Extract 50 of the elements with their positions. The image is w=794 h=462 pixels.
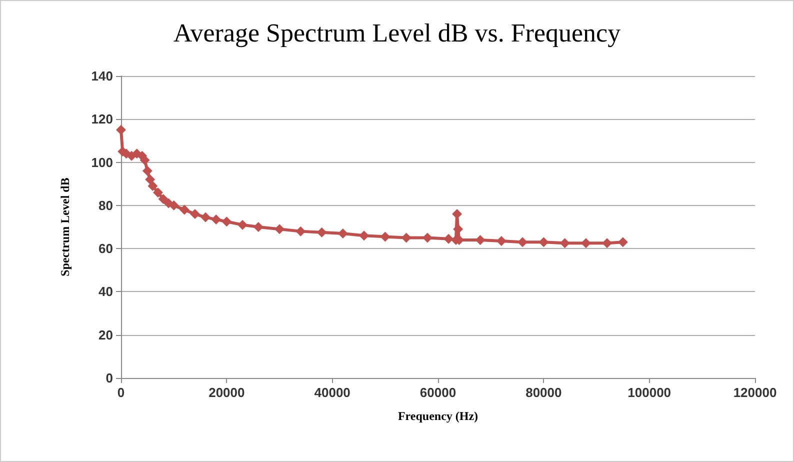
point — [190, 209, 200, 220]
point — [200, 212, 211, 222]
point — [359, 230, 370, 241]
point — [475, 234, 486, 245]
point — [538, 237, 549, 248]
x-tick-label: 100000 — [628, 385, 672, 400]
point — [296, 226, 306, 236]
point — [168, 200, 179, 210]
chart-title: Average Spectrum Level dB vs. Frequency — [173, 18, 621, 48]
x-tick-label: 80000 — [526, 385, 562, 400]
point — [211, 214, 222, 224]
x-tick-label: 20000 — [208, 385, 245, 400]
y-tick-label: 40 — [98, 284, 113, 300]
y-tick-label: 80 — [98, 198, 113, 213]
point — [560, 238, 570, 248]
point — [518, 237, 528, 248]
y-tick-label: 20 — [98, 327, 113, 342]
point — [179, 204, 190, 215]
point — [116, 124, 126, 135]
point — [158, 194, 168, 204]
point — [580, 238, 591, 248]
point — [444, 234, 454, 244]
point — [145, 174, 156, 185]
point — [618, 237, 628, 248]
point — [238, 220, 248, 230]
x-tick-label: 120000 — [733, 385, 777, 400]
point — [422, 232, 432, 243]
point — [142, 166, 152, 176]
point — [401, 232, 412, 243]
point — [316, 227, 327, 238]
point — [602, 238, 612, 248]
point — [148, 181, 158, 192]
y-tick-label: 100 — [91, 154, 113, 170]
x-axis-title: Frequency (Hz) — [398, 409, 478, 423]
x-tick-label: 40000 — [314, 385, 350, 400]
point — [274, 224, 284, 234]
y-tick-label: 120 — [91, 112, 113, 127]
point — [253, 222, 264, 232]
point — [380, 232, 390, 242]
point — [338, 228, 348, 238]
y-tick-label: 60 — [98, 241, 113, 256]
x-tick-label: 60000 — [420, 385, 456, 400]
point — [152, 187, 163, 198]
y-tick-label: 140 — [91, 68, 113, 84]
point — [140, 155, 150, 166]
x-tick-label: 0 — [117, 385, 125, 400]
y-axis-title: Spectrum Level dB — [58, 178, 72, 276]
point — [496, 236, 506, 246]
y-tick-label: 0 — [106, 370, 113, 386]
point — [222, 216, 232, 227]
